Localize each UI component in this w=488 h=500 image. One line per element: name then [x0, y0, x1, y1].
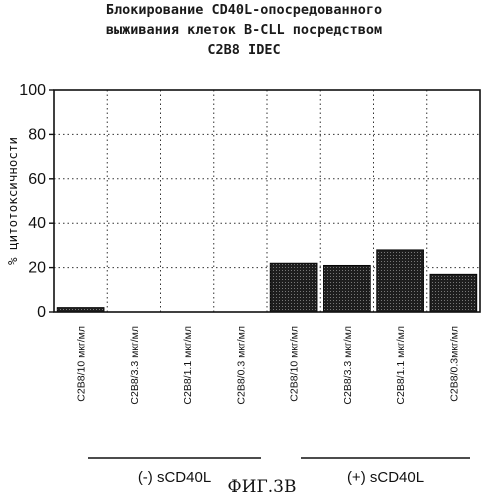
figure-label: ФИГ.3В: [228, 477, 297, 497]
bar: [323, 265, 370, 312]
x-tick-label: C2B8/1.1 мкг/мл: [395, 326, 407, 405]
group-label: (-) sCD40L: [138, 469, 211, 486]
y-axis-ticks: 0 20 40 60 80 100: [19, 82, 54, 321]
bar: [430, 274, 477, 312]
chart-title: Блокирование CD40L-опосредованного выжива…: [106, 2, 382, 58]
x-tick-label: C2B8/1.1 мкг/мл: [182, 326, 194, 405]
x-tick-label: C2B8/10 мкг/мл: [76, 326, 88, 402]
x-tick-label: C2B8/0.3 мкг/мл: [235, 326, 247, 405]
bar: [377, 250, 424, 312]
category-labels: C2B8/10 мкг/мл C2B8/3.3 мкг/мл C2B8/1.1 мк…: [76, 326, 461, 405]
x-tick-label: C2B8/3.3 мкг/мл: [342, 326, 354, 405]
y-tick-label: 80: [28, 126, 46, 143]
x-tick-label: C2B8/0.3мкг/мл: [448, 326, 460, 402]
y-tick-label: 0: [37, 304, 46, 321]
chart-title-line: C2B8 IDEC: [207, 42, 280, 58]
y-tick-label: 60: [28, 171, 46, 188]
y-axis-label: % цитотоксичности: [5, 137, 20, 265]
y-tick-label: 40: [28, 215, 46, 232]
chart-title-line: выживания клеток B-CLL посредством: [106, 22, 382, 38]
group-label: (+) sCD40L: [347, 469, 424, 486]
y-tick-label: 100: [19, 82, 46, 99]
y-tick-label: 20: [28, 260, 46, 277]
x-tick-label: C2B8/10 мкг/мл: [289, 326, 301, 402]
x-tick-label: C2B8/3.3 мкг/мл: [129, 326, 141, 405]
chart-title-line: Блокирование CD40L-опосредованного: [106, 2, 382, 18]
bar: [270, 263, 317, 312]
